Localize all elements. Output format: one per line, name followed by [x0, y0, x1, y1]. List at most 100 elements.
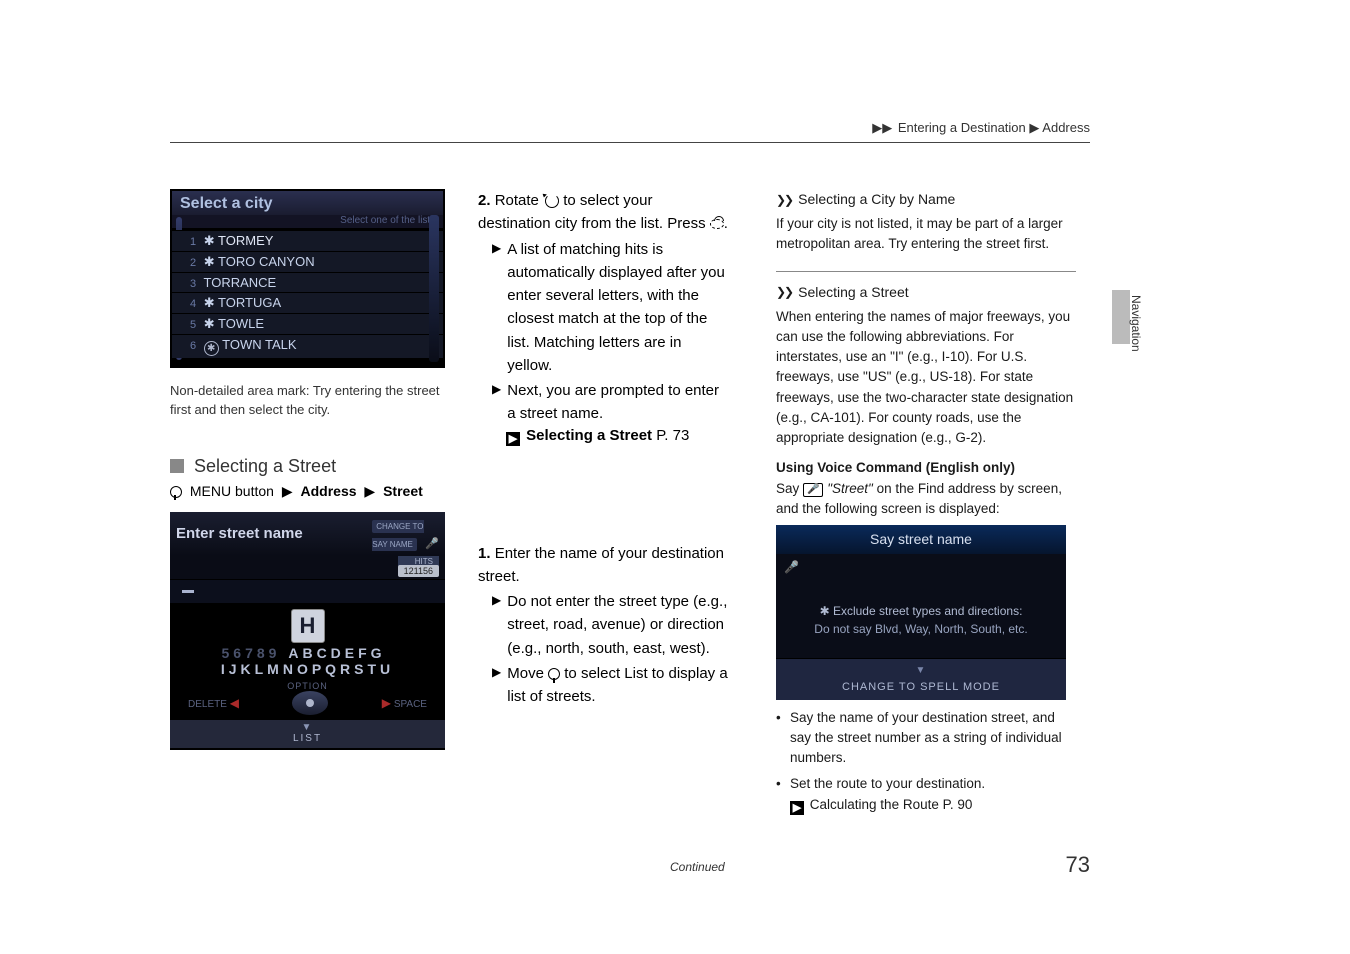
city-item-label: TORMEY — [218, 233, 273, 248]
side-xref-label: Calculating the Route — [810, 797, 939, 812]
city-item-label: TORRANCE — [204, 275, 277, 290]
side-li2-text: Set the route to your destination. — [790, 776, 985, 791]
city-item-idx: 1 — [190, 236, 196, 248]
city-list-caption: Non-detailed area mark: Try entering the… — [170, 382, 450, 420]
side-say-line: Say 🎤 "Street" on the Find address by sc… — [776, 479, 1076, 520]
step1-b1-text: Do not enter the street type (e.g., stre… — [507, 590, 728, 660]
step2-text-c: . — [724, 215, 728, 232]
mic-icon: 🎤 — [425, 538, 439, 550]
crumb-sep-icon: ▶ — [282, 483, 293, 500]
city-item-idx: 2 — [190, 257, 196, 269]
rotate-icon — [543, 194, 559, 206]
section-heading: Selecting a Street — [170, 456, 450, 477]
menu-dial-icon — [170, 486, 182, 498]
step2-bullet-2: ▶Next, you are prompted to enter a stree… — [492, 379, 728, 426]
breadcrumb-seg1: Entering a Destination — [898, 120, 1026, 135]
city-item-4: 4 ✱ TORTUGA — [172, 292, 443, 313]
step2-b1-text: A list of matching hits is automatically… — [507, 238, 728, 378]
bullet-tri-icon: ▶ — [492, 593, 501, 660]
step-2: 2. Rotate to select your destination cit… — [478, 189, 728, 236]
step-1: 1. Enter the name of your destination st… — [478, 542, 728, 589]
step1-bullet-1: ▶Do not enter the street type (e.g., str… — [492, 590, 728, 660]
bullet-tri-icon: ▶ — [492, 241, 501, 378]
side-chevrons-icon: ❯❯ — [776, 191, 792, 209]
down-arrow-icon: ▼ — [302, 722, 314, 733]
xref-page: P. 73 — [656, 427, 689, 444]
bullet-tri-icon: ▶ — [492, 382, 501, 426]
voice-screenshot: Say street name 🎤 ✱ Exclude street types… — [776, 525, 1066, 700]
side-h2: Selecting a Street — [798, 282, 909, 303]
list-label: LIST — [293, 733, 322, 744]
city-item-1: 1 ✱ TORMEY — [172, 230, 443, 251]
input-field — [170, 579, 445, 603]
city-item-label: TORTUGA — [218, 295, 281, 310]
city-item-label: TORO CANYON — [218, 254, 315, 269]
section-title: Selecting a Street — [194, 456, 336, 477]
side-heading-1: ❯❯ Selecting a City by Name — [776, 189, 1076, 210]
move-down-icon — [548, 668, 560, 680]
continued-label: Continued — [670, 860, 725, 874]
step1-bullet-2: ▶ Move to select List to display a list … — [492, 662, 728, 709]
breadcrumb-tri2-icon: ▶ — [1029, 120, 1039, 135]
side-xref-page: P. 90 — [943, 797, 973, 812]
dial-center-icon — [292, 691, 328, 715]
key-letters-right: IJKLMNOPQRSTU — [221, 661, 394, 677]
xref-label: Selecting a Street — [526, 427, 652, 444]
xref-icon: ▶ — [790, 801, 804, 815]
voice-change-mode: ▼ CHANGE TO SPELL MODE — [776, 658, 1066, 700]
header-divider — [170, 142, 1090, 143]
side-h1: Selecting a City by Name — [798, 189, 955, 210]
street-input-screenshot: Enter street name CHANGE TOSAY NAME 🎤 HI… — [170, 512, 445, 750]
hits-count: 121156 — [398, 565, 439, 577]
crumb-sep-icon: ▶ — [364, 483, 375, 500]
side-divider — [776, 271, 1076, 272]
say-cmd: "Street" — [827, 481, 873, 496]
step1-number: 1. — [478, 545, 491, 562]
voice-l1: ✱ Exclude street types and directions: — [786, 602, 1056, 620]
city-item-idx: 3 — [190, 278, 196, 290]
city-list-screenshot: Select a city Select one of the list. 1 … — [170, 189, 445, 368]
side-heading-2: ❯❯ Selecting a Street — [776, 282, 1076, 303]
step2-bullet-1: ▶A list of matching hits is automaticall… — [492, 238, 728, 378]
step1-b2b: to select — [560, 665, 624, 682]
voice-body: ✱ Exclude street types and directions: D… — [776, 580, 1066, 658]
down-arrow-icon: ▼ — [776, 663, 1066, 678]
step1-text: Enter the name of your destination stree… — [478, 545, 724, 585]
city-item-label: TOWN TALK — [222, 337, 296, 352]
side-chevrons-icon: ❯❯ — [776, 283, 792, 301]
step1-b2a: Move — [507, 665, 548, 682]
side-bullet-2: Set the route to your destination. ▶ Cal… — [776, 774, 1076, 815]
voice-change-label: CHANGE TO SPELL MODE — [842, 681, 1000, 693]
page-number: 73 — [1066, 852, 1090, 878]
breadcrumb: ▶▶ Entering a Destination ▶ Address — [872, 120, 1090, 136]
crumb-menu: MENU button — [190, 483, 274, 499]
step2-xref: ▶ Selecting a Street P. 73 — [506, 427, 728, 446]
side-tab-label: Navigation — [1129, 295, 1143, 352]
side-p2: When entering the names of major freeway… — [776, 307, 1076, 449]
keyboard-row: 56789 ABCDEFG IJKLMNOPQRSTU — [170, 645, 445, 681]
breadcrumb-seg2: Address — [1042, 120, 1090, 135]
voice-mic-icon: 🎤 — [776, 554, 1066, 580]
list-button: ▼ LIST — [170, 719, 445, 748]
city-item-idx: 4 — [190, 298, 196, 310]
breadcrumb-tri-icon: ▶▶ — [872, 120, 892, 136]
city-item-idx: 6 — [190, 340, 196, 352]
step2-text-a: Rotate — [495, 192, 543, 209]
say-a: Say — [776, 481, 803, 496]
side-tab — [1112, 290, 1130, 344]
key-big: H — [291, 609, 325, 643]
input-title: Enter street name — [176, 525, 303, 542]
circled-star-icon: ✱ — [204, 341, 219, 356]
city-list-title: Select a city — [172, 191, 443, 215]
step1-list-word: List — [624, 665, 647, 682]
city-item-3: 3 TORRANCE — [172, 272, 443, 292]
city-list-scrollbar — [429, 215, 439, 362]
city-item-2: 2 ✱ TORO CANYON — [172, 251, 443, 272]
space-button: ▶ SPACE — [382, 696, 427, 710]
step2-number: 2. — [478, 192, 491, 209]
step1-b2-text: Move to select List to display a list of… — [507, 662, 728, 709]
section-square-icon — [170, 459, 184, 473]
option-label: OPTION — [170, 681, 445, 691]
key-letters-left: ABCDEFG — [288, 645, 385, 661]
voice-title: Say street name — [776, 525, 1066, 554]
